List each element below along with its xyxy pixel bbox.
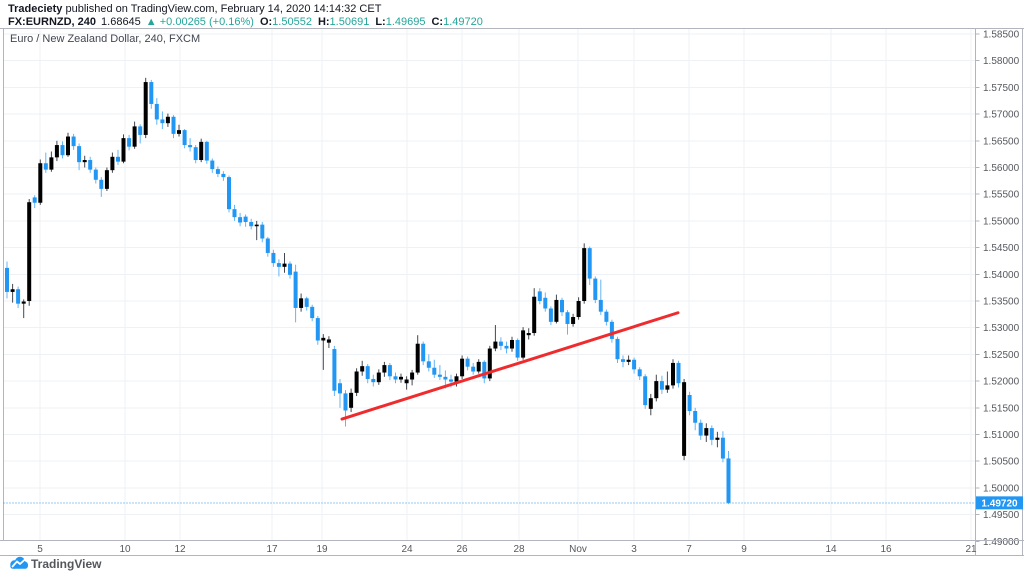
ohlc-low: L:1.49695 [375, 16, 426, 28]
last-price-badge [976, 496, 1023, 510]
trendline[interactable] [340, 311, 680, 421]
svg-text:Nov: Nov [569, 544, 587, 555]
svg-text:24: 24 [401, 544, 413, 555]
svg-text:5: 5 [37, 544, 43, 555]
svg-text:1.49000: 1.49000 [983, 537, 1020, 548]
svg-text:28: 28 [513, 544, 525, 555]
svg-text:1.54000: 1.54000 [983, 270, 1020, 281]
svg-text:1.50000: 1.50000 [983, 483, 1020, 494]
chart-legend: Euro / New Zealand Dollar, 240, FXCM [10, 33, 201, 45]
symbol-line: FX:EURNZD, 240 1.68645 ▲ +0.00265 (+0.16%)… [8, 16, 483, 28]
svg-text:16: 16 [880, 544, 892, 555]
last-price: 1.68645 [101, 16, 141, 28]
svg-text:1.55500: 1.55500 [983, 190, 1020, 201]
ohlc-close: C:1.49720 [431, 16, 483, 28]
svg-text:9: 9 [741, 544, 747, 555]
ohlc-open: O:1.50552 [259, 16, 312, 28]
svg-text:1.53500: 1.53500 [983, 297, 1020, 308]
publisher-name: Tradeciety [8, 3, 63, 15]
svg-text:1.54500: 1.54500 [983, 243, 1020, 254]
svg-text:7: 7 [686, 544, 692, 555]
svg-text:1.49720: 1.49720 [981, 498, 1018, 509]
svg-text:19: 19 [316, 544, 328, 555]
svg-text:1.51500: 1.51500 [983, 403, 1020, 414]
svg-text:1.49500: 1.49500 [983, 510, 1020, 521]
svg-text:1.57000: 1.57000 [983, 110, 1020, 121]
ohlc-high: H:1.50691 [317, 16, 370, 28]
svg-text:1.52000: 1.52000 [983, 377, 1020, 388]
price-change: ▲ +0.00265 (+0.16%) [145, 16, 254, 28]
svg-text:26: 26 [456, 544, 468, 555]
tradingview-cloud-icon[interactable] [10, 556, 29, 569]
svg-text:1.51000: 1.51000 [983, 430, 1020, 441]
svg-text:1.56000: 1.56000 [983, 163, 1020, 174]
svg-text:1.53000: 1.53000 [983, 323, 1020, 334]
publish-line: Tradeciety published on TradingView.com,… [8, 3, 381, 15]
svg-text:1.52500: 1.52500 [983, 350, 1020, 361]
svg-text:21: 21 [965, 544, 977, 555]
svg-text:1.58500: 1.58500 [983, 30, 1020, 41]
tradingview-brand-link[interactable]: TradingView [31, 557, 102, 571]
svg-text:10: 10 [119, 544, 131, 555]
svg-text:12: 12 [174, 544, 186, 555]
svg-text:1.56500: 1.56500 [983, 136, 1020, 147]
svg-text:17: 17 [266, 544, 278, 555]
svg-text:14: 14 [825, 544, 837, 555]
svg-text:1.50500: 1.50500 [983, 457, 1020, 468]
publish-info: published on TradingView.com, February 1… [62, 3, 382, 15]
svg-text:1.58000: 1.58000 [983, 56, 1020, 67]
svg-text:3: 3 [631, 544, 637, 555]
svg-text:1.55000: 1.55000 [983, 216, 1020, 227]
symbol-name: FX:EURNZD, 240 [8, 16, 97, 28]
svg-text:1.57500: 1.57500 [983, 83, 1020, 94]
